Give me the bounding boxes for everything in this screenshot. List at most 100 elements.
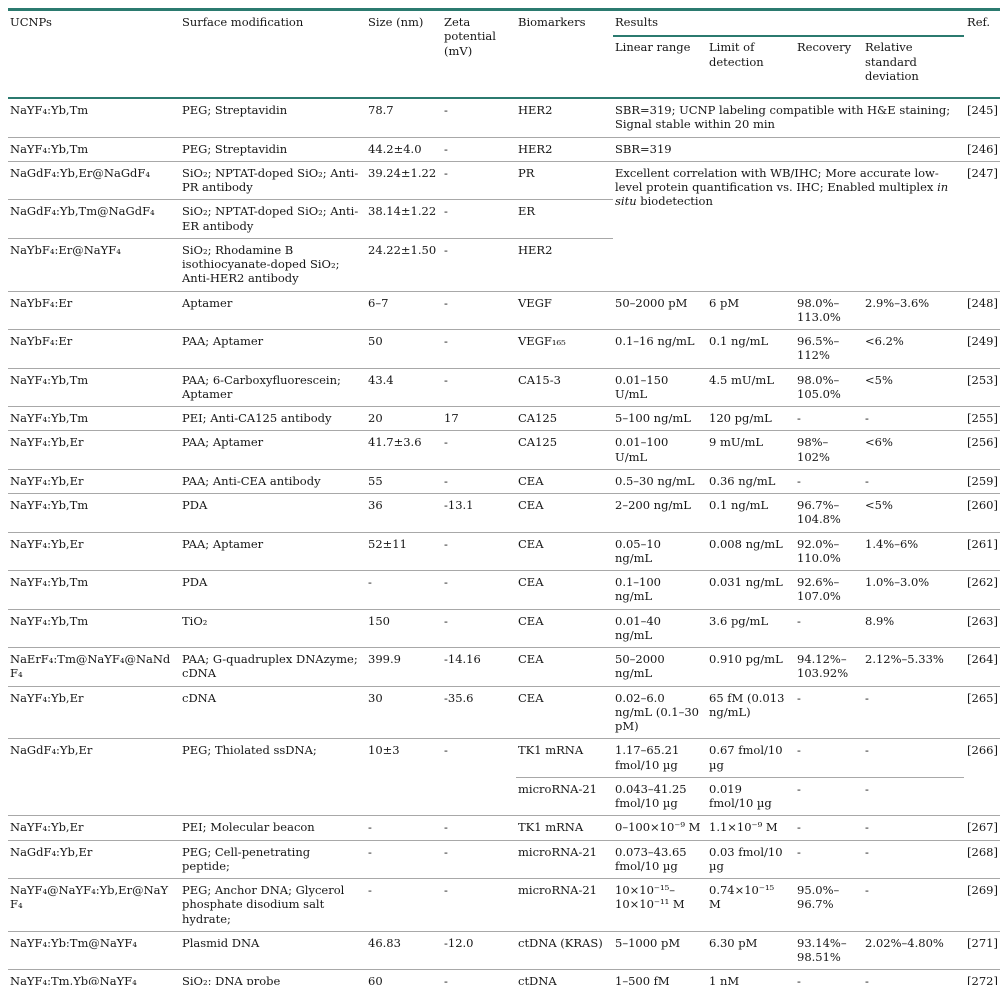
lod-cell: 0.1 ng/mL	[707, 493, 795, 532]
linear-range-cell: 0.01–150 U/mL	[613, 367, 707, 407]
zeta-cell: -	[442, 329, 516, 368]
table-row: NaGdF₄:Yb,Tm@NaGdF₄ SiO₂; NPTAT-doped Si…	[8, 199, 1000, 239]
size-cell: 46.83	[366, 930, 442, 970]
zeta-cell: -35.6	[442, 685, 516, 739]
table-row: NaYF₄:Yb,Tm PDA - - CEA 0.1–100 ng/mL 0.…	[8, 570, 1001, 609]
col-header-biomarkers: Biomarkers	[516, 9, 613, 99]
linear-range-cell: 2–200 ng/mL	[613, 493, 707, 532]
col-header-linear-range: Linear range	[613, 36, 707, 99]
table-row: NaYF₄:Tm,Yb@NaYF₄ SiO₂; DNA probe 60 - c…	[8, 969, 1001, 985]
zeta-cell: -	[442, 815, 516, 840]
rsd-cell: <6%	[863, 430, 965, 470]
ucnp-cell: NaYF₄:Yb,Er	[8, 815, 180, 840]
ucnp-cell: NaYbF₄:Er	[8, 329, 180, 368]
surface-cell: PEG; Anchor DNA; Glycerol phosphate diso…	[180, 878, 366, 932]
ucnp-cell: NaYF₄:Yb,Tm	[8, 97, 180, 137]
surface-cell: PEG; Thiolated ssDNA;	[180, 738, 366, 816]
size-cell: 43.4	[366, 367, 442, 407]
recovery-cell: -	[795, 776, 863, 816]
col-header-recovery: Recovery	[795, 36, 863, 99]
ucnp-cell: NaYF₄:Yb,Er	[8, 468, 180, 494]
surface-cell: PEG; Streptavidin	[180, 97, 366, 137]
col-header-size: Size (nm)	[366, 9, 442, 99]
rsd-cell: -	[863, 815, 965, 840]
ref-cell: [248]	[964, 290, 1001, 330]
size-cell: 30	[366, 685, 442, 739]
results-span-cell: SBR=319	[613, 136, 965, 162]
recovery-cell: 98.0%–105.0%	[795, 367, 863, 407]
ucnp-cell: NaYF₄:Yb,Tm	[8, 493, 180, 532]
linear-range-cell: 1–500 fM	[613, 969, 707, 985]
zeta-cell: -	[442, 608, 516, 648]
zeta-cell: -	[442, 199, 516, 239]
zeta-cell: -	[442, 570, 516, 609]
zeta-cell: -	[442, 237, 516, 291]
lod-cell: 0.031 ng/mL	[707, 570, 795, 609]
ref-cell: [246]	[964, 136, 1001, 162]
recovery-cell: -	[795, 738, 863, 778]
table-row: NaYbF₄:Er PAA; Aptamer 50 - VEGF₁₆₅ 0.1–…	[8, 329, 1001, 368]
ucnp-cell: NaErF₄:Tm@NaYF₄@NaNdF₄	[8, 647, 180, 686]
size-cell: 36	[366, 493, 442, 532]
biomarker-cell: CEA	[516, 608, 613, 648]
biomarker-cell: VEGF₁₆₅	[516, 329, 613, 368]
rsd-cell: -	[863, 776, 965, 816]
ucnp-cell: NaYbF₄:Er@NaYF₄	[8, 237, 180, 291]
ref-cell: [263]	[964, 608, 1001, 648]
biomarker-cell: ctDNA (KRAS)	[516, 930, 613, 970]
rsd-cell: -	[863, 468, 965, 494]
biomarker-cell: HER2	[516, 97, 613, 137]
recovery-cell: -	[795, 405, 863, 431]
rsd-cell: 1.4%–6%	[863, 531, 965, 571]
recovery-cell: -	[795, 685, 863, 739]
ucnp-cell: NaYF₄:Yb:Tm@NaYF₄	[8, 930, 180, 970]
biomarker-cell: HER2	[516, 237, 613, 291]
biomarker-cell: ctDNA (PIK3CA E542K)	[516, 969, 613, 985]
ref-cell: [255]	[964, 405, 1001, 431]
ref-cell: [249]	[964, 329, 1001, 368]
ref-cell: [268]	[964, 839, 1001, 879]
table-row: NaYF₄:Yb,Er cDNA 30 -35.6 CEA 0.02–6.0 n…	[8, 685, 1001, 739]
surface-cell: PAA; 6-Carboxyfluorescein; Aptamer	[180, 367, 366, 407]
recovery-cell: 92.6%–107.0%	[795, 570, 863, 609]
linear-range-cell: 0.02–6.0 ng/mL (0.1–30 pM)	[613, 685, 707, 739]
surface-cell: TiO₂	[180, 608, 366, 648]
linear-range-cell: 0.043–41.25 fmol/10 µg	[613, 776, 707, 816]
zeta-cell: -13.1	[442, 493, 516, 532]
col-header-surface-modification: Surface modification	[180, 9, 366, 99]
biomarker-cell: VEGF	[516, 290, 613, 330]
ref-cell: [264]	[964, 647, 1001, 686]
size-cell: 44.2±4.0	[366, 136, 442, 162]
lod-cell: 0.1 ng/mL	[707, 329, 795, 368]
size-cell: -	[366, 815, 442, 840]
size-cell: 20	[366, 405, 442, 431]
lod-cell: 6 pM	[707, 290, 795, 330]
table-row: NaYF₄:Yb,Tm PAA; 6-Carboxyfluorescein; A…	[8, 367, 1001, 407]
surface-cell: PAA; G-quadruplex DNAzyme; cDNA	[180, 647, 366, 686]
recovery-cell: -	[795, 839, 863, 879]
ref-cell: [267]	[964, 815, 1001, 840]
size-cell: 10±3	[366, 738, 442, 816]
linear-range-cell: 0.05–10 ng/mL	[613, 531, 707, 571]
table-header: UCNPs Surface modification Size (nm) Zet…	[8, 9, 1001, 99]
table-row: NaYF₄:Yb,Er PAA; Aptamer 52±11 - CEA 0.0…	[8, 531, 1001, 571]
table-row: NaYF₄:Yb,Tm PEG; Streptavidin 44.2±4.0 -…	[8, 136, 1001, 162]
recovery-cell: 96.5%–112%	[795, 329, 863, 368]
biomarker-cell: CEA	[516, 570, 613, 609]
results-text-tail: biodetection	[636, 194, 713, 209]
rsd-cell: -	[863, 685, 965, 739]
biomarker-cell: CEA	[516, 468, 613, 494]
surface-cell: PAA; Aptamer	[180, 531, 366, 571]
linear-range-cell: 0.1–16 ng/mL	[613, 329, 707, 368]
surface-cell: Plasmid DNA	[180, 930, 366, 970]
results-span-cell: SBR=319; UCNP labeling compatible with H…	[613, 97, 965, 137]
ucnp-cell: NaGdF₄:Yb,Er	[8, 738, 180, 816]
surface-cell: Aptamer	[180, 290, 366, 330]
biomarker-cell: ER	[516, 199, 613, 239]
size-cell: 52±11	[366, 531, 442, 571]
rsd-cell: 2.12%–5.33%	[863, 647, 965, 686]
surface-cell: PEI; Molecular beacon	[180, 815, 366, 840]
surface-cell: PEG; Cell-penetrating peptide;	[180, 839, 366, 879]
size-cell: 41.7±3.6	[366, 430, 442, 470]
